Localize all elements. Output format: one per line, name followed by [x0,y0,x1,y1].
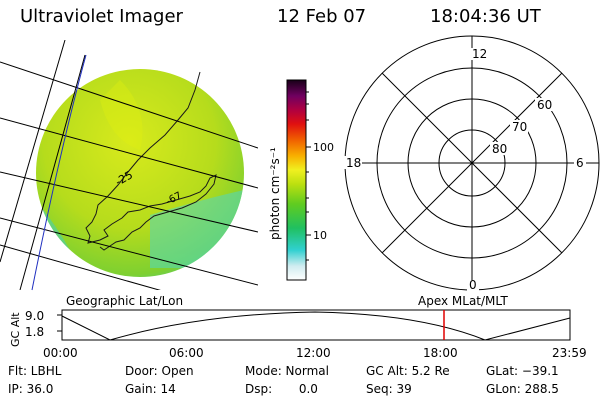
polar-plot [344,35,600,291]
mlt-label-18: 18 [346,156,361,170]
altitude-curve [61,311,571,341]
glat-readout: GLat: −39.1 [486,364,559,378]
colorbar-tick-100: 100 [313,141,334,154]
mlat-label-70: 70 [512,120,527,134]
gain-readout: Gain: 14 [125,382,176,396]
time-label: 18:04:36 UT [430,6,541,27]
orbit-y-max: 9.0 [25,309,44,323]
colorbar-tick-10: 10 [313,229,327,242]
orbit-right-title: Apex MLat/MLT [418,294,508,308]
orbit-x-tick: 00:00 [43,346,78,360]
seq-readout: Seq: 39 [366,382,412,396]
orbit-x-tick: 23:59 [552,346,587,360]
color-scale-bar: 100 10 photon cm⁻²s⁻¹ [268,79,334,281]
filter-readout: Flt: LBHL [8,364,62,378]
ip-readout: IP: 36.0 [8,382,54,396]
dsp-readout: Dsp: 0.0 [245,382,318,396]
mlt-label-12: 12 [472,47,487,61]
door-readout: Door: Open [125,364,194,378]
mlat-label-60: 60 [537,98,552,112]
glon-readout: GLon: 288.5 [486,382,559,396]
orbit-y-min: 1.8 [25,325,44,339]
orbit-left-title: Geographic Lat/Lon [66,294,183,308]
orbit-x-tick: 18:00 [423,346,458,360]
orbit-y-label: GC Alt [9,312,22,347]
mlt-label-6: 6 [576,156,584,170]
mode-readout: Mode: Normal [245,364,329,378]
uv-image: -25 -67 [0,40,258,291]
limb-curve [31,54,87,291]
mlt-label-0: 0 [469,278,477,292]
instrument-title: Ultraviolet Imager [20,6,183,27]
geographic-grid [0,40,258,290]
orbit-x-tick: 12:00 [296,346,331,360]
orbit-panel: Geographic Lat/Lon Apex MLat/MLT GC Alt … [9,294,587,360]
orbit-x-tick: 06:00 [169,346,204,360]
colorbar-unit-label: photon cm⁻²s⁻¹ [268,147,282,240]
date-label: 12 Feb 07 [277,6,367,27]
mlat-label-80: 80 [492,142,507,156]
coastline [85,71,217,251]
gc-alt-readout: GC Alt: 5.2 Re [366,364,450,378]
